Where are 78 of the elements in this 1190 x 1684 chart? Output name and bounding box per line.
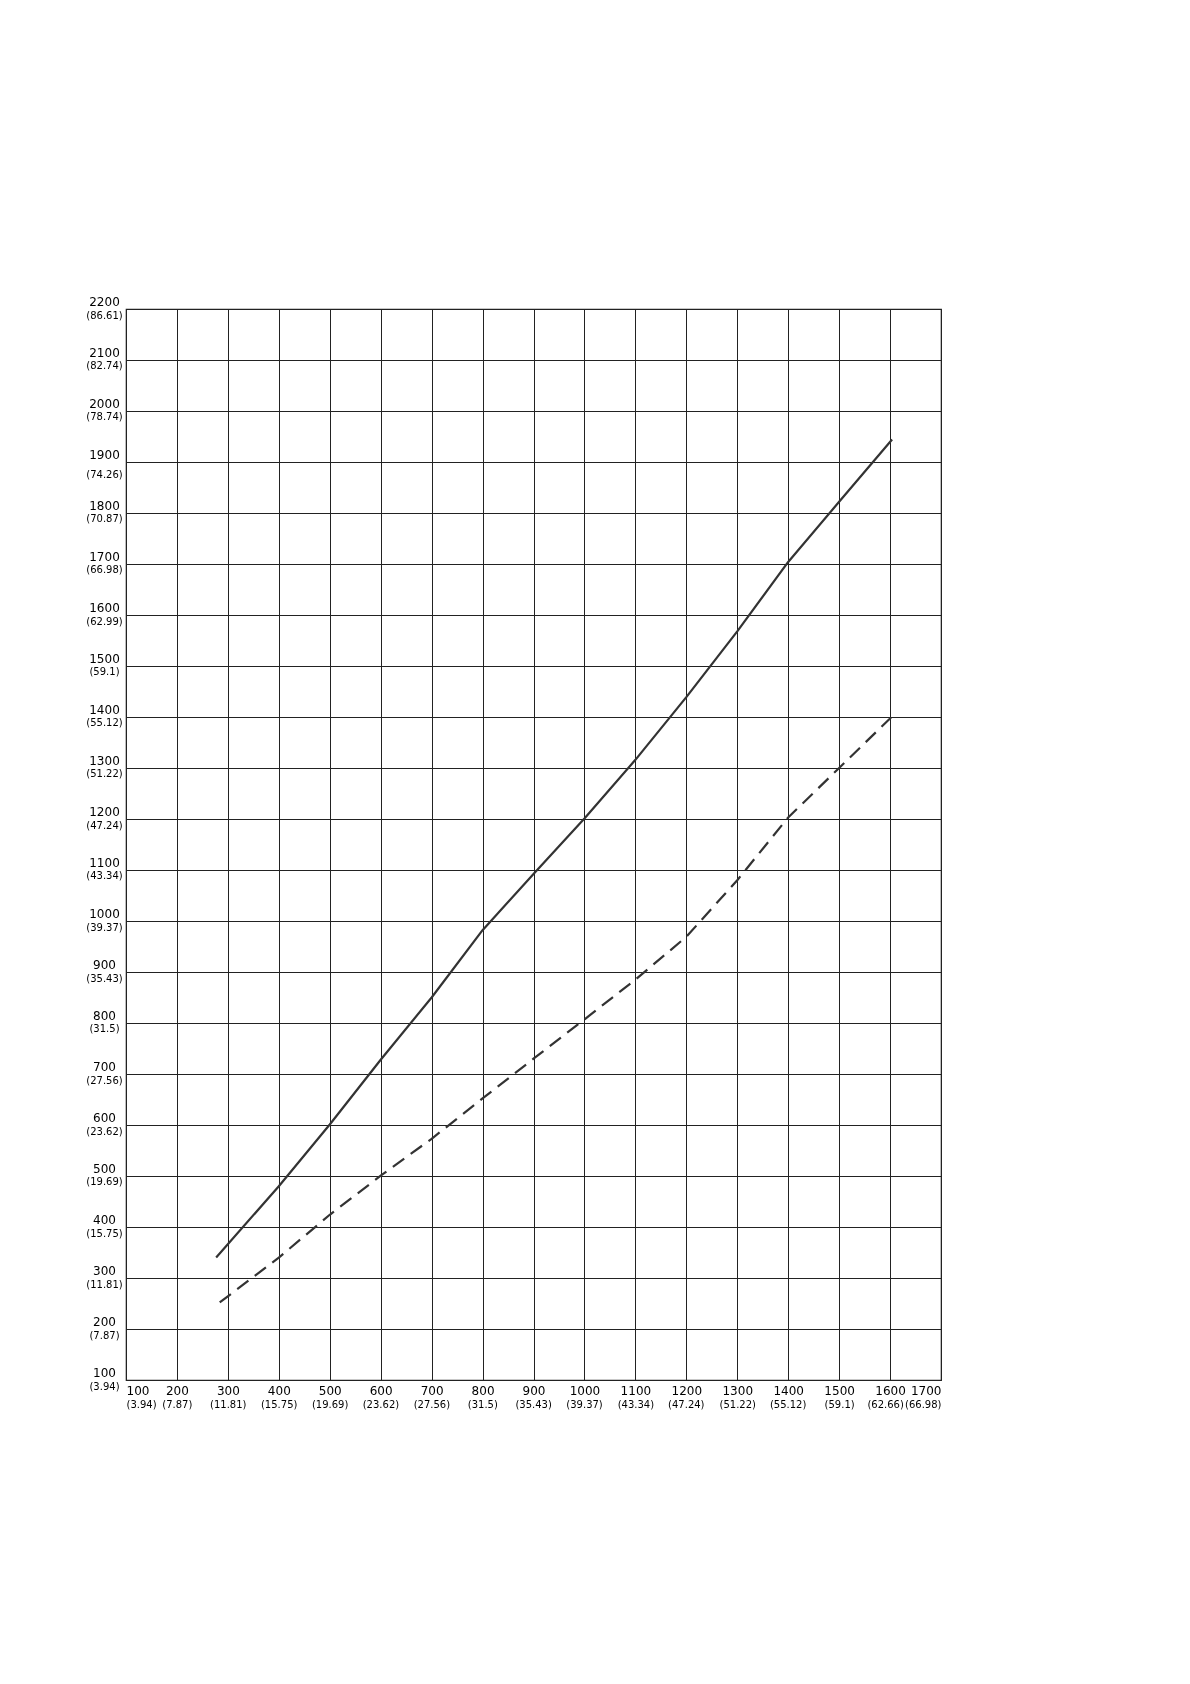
y-tick-label: 200	[93, 1314, 116, 1329]
y-tick-label: 1900	[89, 447, 120, 462]
x2-tick-label: (55.12)	[769, 1398, 807, 1410]
x-tick-label: 1000	[569, 1383, 601, 1398]
x2-tick-label: (66.98)	[905, 1398, 942, 1410]
x2-tick-label: (39.37)	[566, 1398, 603, 1410]
y-tick-label: 1000	[89, 906, 120, 921]
x-tick-label: 100	[126, 1383, 150, 1398]
y-tick-label: 2200	[89, 294, 120, 309]
y2-tick-label: (47.24)	[86, 819, 123, 831]
y-tick-label: 700	[93, 1059, 116, 1074]
y2-tick-label: (74.26)	[86, 469, 123, 481]
y-tick-label: 1500	[89, 651, 120, 666]
x-tick-label: 700	[420, 1383, 444, 1398]
x2-tick-label: (47.24)	[668, 1398, 705, 1410]
y-tick-label: 1600	[89, 600, 120, 615]
y-tick-label: 1300	[89, 753, 120, 768]
y2-tick-label: (55.12)	[86, 717, 123, 729]
y2-tick-label: (27.56)	[86, 1074, 123, 1086]
y2-tick-label: (78.74)	[86, 411, 123, 423]
x2-tick-label: (51.22)	[719, 1398, 757, 1410]
x-tick-label: 400	[267, 1383, 291, 1398]
x2-tick-label: (11.81)	[210, 1398, 247, 1410]
x2-tick-label: (59.1)	[824, 1398, 855, 1410]
x2-tick-label: (62.66)	[867, 1398, 904, 1410]
x-tick-label: 300	[216, 1383, 240, 1398]
y-tick-label: 800	[93, 1008, 116, 1023]
y2-tick-label: (7.87)	[89, 1329, 120, 1341]
x2-tick-label: (15.75)	[260, 1398, 298, 1410]
x2-tick-label: (19.69)	[311, 1398, 349, 1410]
y-tick-label: 300	[93, 1263, 116, 1278]
x-tick-label: 1600	[875, 1383, 906, 1398]
y-tick-label: 1400	[89, 702, 120, 717]
y-tick-label: 900	[93, 957, 116, 972]
x2-tick-label: (3.94)	[126, 1398, 157, 1410]
y2-tick-label: (23.62)	[86, 1125, 123, 1137]
x-tick-label: 600	[369, 1383, 393, 1398]
x-tick-label: 200	[165, 1383, 189, 1398]
x-tick-label: 1400	[773, 1383, 804, 1398]
y-tick-label: 500	[93, 1161, 116, 1176]
x-tick-label: 1700	[910, 1383, 942, 1398]
x2-tick-label: (35.43)	[515, 1398, 552, 1410]
y2-tick-label: (11.81)	[86, 1278, 123, 1290]
y2-tick-label: (19.69)	[86, 1176, 123, 1188]
y-tick-label: 400	[93, 1212, 116, 1227]
y2-tick-label: (86.61)	[86, 309, 123, 321]
y2-tick-label: (66.98)	[86, 563, 123, 575]
y2-tick-label: (3.94)	[89, 1380, 120, 1392]
y2-tick-label: (59.1)	[89, 665, 120, 677]
y-tick-label: 1800	[89, 498, 120, 513]
y2-tick-label: (62.99)	[86, 615, 123, 627]
y2-tick-label: (43.34)	[86, 870, 123, 882]
x2-tick-label: (23.62)	[362, 1398, 400, 1410]
y-tick-label: 2000	[89, 396, 120, 411]
x-tick-label: 1500	[824, 1383, 855, 1398]
y2-tick-label: (31.5)	[89, 1023, 120, 1035]
y-tick-label: 1700	[89, 549, 120, 564]
x2-tick-label: (7.87)	[162, 1398, 193, 1410]
y2-tick-label: (39.37)	[86, 921, 123, 933]
x2-tick-label: (31.5)	[467, 1398, 498, 1410]
x-tick-label: 1200	[671, 1383, 703, 1398]
x-tick-label: 900	[522, 1383, 546, 1398]
y-tick-label: 100	[93, 1365, 116, 1380]
x-tick-label: 800	[471, 1383, 495, 1398]
y-tick-label: 2100	[89, 345, 120, 360]
x-tick-label: 1300	[722, 1383, 754, 1398]
y-tick-label: 1100	[89, 855, 120, 870]
y2-tick-label: (82.74)	[86, 359, 123, 371]
y2-tick-label: (70.87)	[86, 513, 123, 525]
x2-tick-label: (27.56)	[413, 1398, 451, 1410]
y-tick-label: 600	[93, 1110, 116, 1125]
y2-tick-label: (35.43)	[86, 972, 123, 984]
y2-tick-label: (15.75)	[86, 1227, 123, 1239]
x2-tick-label: (43.34)	[617, 1398, 655, 1410]
y-tick-label: 1200	[89, 804, 120, 819]
x-tick-label: 500	[318, 1383, 342, 1398]
y2-tick-label: (51.22)	[86, 767, 123, 779]
x-tick-label: 1100	[620, 1383, 652, 1398]
